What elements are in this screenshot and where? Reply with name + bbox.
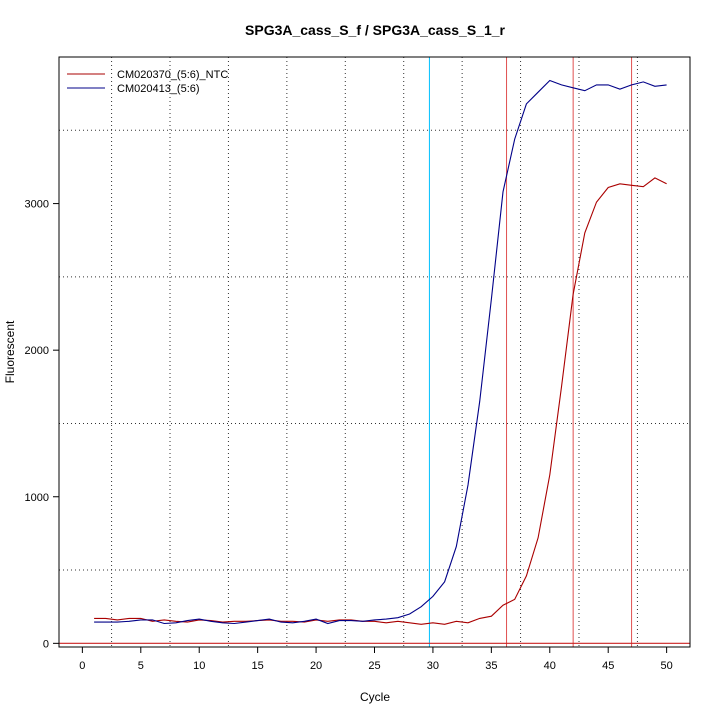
- y-tick-label: 1000: [25, 492, 49, 504]
- series-line: [94, 177, 667, 625]
- x-tick-label: 30: [427, 660, 439, 672]
- x-tick-label: 45: [602, 660, 614, 672]
- x-tick-label: 50: [661, 660, 673, 672]
- y-tick-label: 3000: [25, 199, 49, 211]
- x-tick-label: 0: [79, 660, 85, 672]
- axes: 0 5 10 15 20 25 30 35 40 45 50 0 1000 2000 3000: [25, 56, 691, 672]
- series-lines: [94, 79, 667, 625]
- series-line: [94, 79, 667, 625]
- y-axis-label: Fluorescent: [3, 320, 17, 383]
- legend-label: CM020413_(5:6): [117, 83, 200, 95]
- x-tick-label: 5: [138, 660, 144, 672]
- x-tick-label: 15: [252, 660, 264, 672]
- vertical-markers: [59, 57, 690, 647]
- legend: CM020370_(5:6)_NTC CM020413_(5:6): [67, 69, 228, 95]
- y-tick-label: 0: [43, 638, 49, 650]
- x-tick-label: 40: [544, 660, 556, 672]
- x-tick-label: 25: [368, 660, 380, 672]
- x-tick-label: 35: [485, 660, 497, 672]
- legend-label: CM020370_(5:6)_NTC: [117, 69, 228, 81]
- x-tick-label: 10: [193, 660, 205, 672]
- chart-title: SPG3A_cass_S_f / SPG3A_cass_S_1_r: [245, 22, 506, 38]
- x-tick-label: 20: [310, 660, 322, 672]
- x-axis-label: Cycle: [360, 690, 390, 704]
- y-tick-label: 2000: [25, 345, 49, 357]
